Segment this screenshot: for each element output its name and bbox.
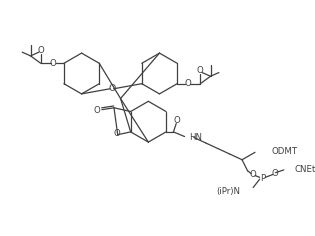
Text: O: O <box>250 170 256 179</box>
Text: O: O <box>113 129 120 138</box>
Text: (iPr)N: (iPr)N <box>216 187 240 196</box>
Text: O: O <box>185 79 192 88</box>
Text: P: P <box>260 174 265 183</box>
Text: O: O <box>271 169 278 178</box>
Text: ODMT: ODMT <box>272 147 298 156</box>
Text: O: O <box>174 116 180 125</box>
Text: O: O <box>49 59 56 68</box>
Text: O: O <box>94 106 101 115</box>
Text: HN: HN <box>189 133 202 142</box>
Text: O: O <box>108 84 115 93</box>
Text: O: O <box>37 46 44 55</box>
Text: O: O <box>197 66 204 75</box>
Text: CNEt: CNEt <box>295 165 315 174</box>
